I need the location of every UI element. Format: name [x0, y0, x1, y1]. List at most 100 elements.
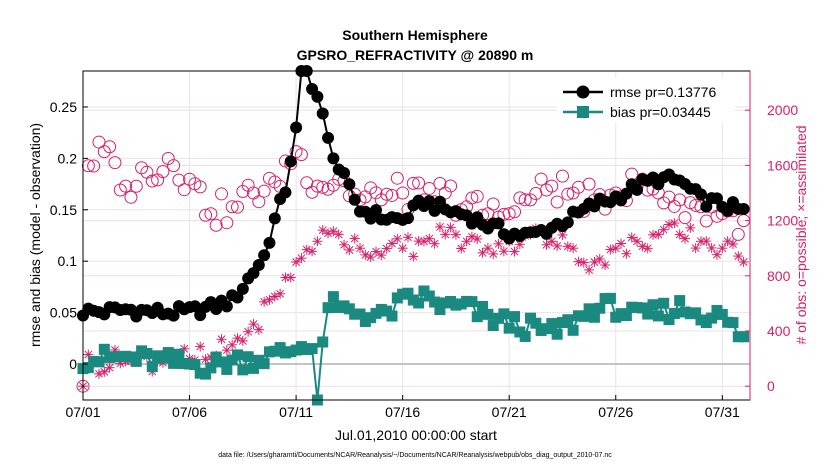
- asterisk-stroke: [670, 219, 679, 227]
- asterisk-stroke: [515, 240, 524, 249]
- bias-point: [98, 343, 110, 355]
- obs-assimilated-point: [717, 243, 728, 254]
- bias-point: [205, 362, 217, 374]
- obs-possible-point: [497, 207, 511, 221]
- x-tick-label: 07/26: [598, 404, 633, 420]
- asterisk-stroke: [435, 222, 444, 231]
- bias-point: [413, 297, 425, 309]
- obs-possible-point: [103, 140, 117, 154]
- asterisk-stroke: [483, 244, 492, 253]
- series-layer: [76, 65, 751, 406]
- obs-assimilated-point: [727, 238, 738, 249]
- bias-point: [482, 308, 494, 320]
- legend-rmse-label: rmse pr=0.13776: [610, 84, 716, 100]
- obs-assimilated-point: [275, 288, 286, 299]
- obs-possible-point: [465, 191, 479, 205]
- obs-assimilated-point: [344, 245, 355, 256]
- y2-tick-label: 800: [767, 268, 791, 284]
- bias-point: [242, 351, 254, 363]
- legend-rmse-marker: [576, 85, 590, 99]
- bias-point: [578, 310, 590, 322]
- y2-ticks: 0 400 800 1200 1600 2000: [745, 102, 798, 394]
- obs-assimilated-point: [307, 246, 318, 257]
- asterisk-stroke: [627, 233, 636, 242]
- rmse-point: [338, 166, 351, 179]
- obs-assimilated-point: [600, 259, 611, 270]
- obs-possible-point: [81, 159, 95, 173]
- rmse-point: [263, 236, 276, 249]
- obs-assimilated-point: [434, 221, 445, 232]
- asterisk-stroke: [446, 223, 455, 232]
- rmse-point: [252, 258, 265, 271]
- asterisk-stroke: [350, 234, 359, 243]
- data-file-footnote: data file: /Users/gharamti/Documents/NCA…: [218, 452, 612, 459]
- obs-possible-point: [161, 151, 175, 165]
- bias-point: [258, 358, 270, 370]
- obs-assimilated-point: [253, 324, 264, 335]
- chart-title: Southern Hemisphere: [342, 27, 488, 43]
- asterisk-stroke: [292, 258, 301, 266]
- bias-point: [546, 318, 558, 330]
- asterisk-stroke: [585, 265, 594, 274]
- asterisk-stroke: [686, 223, 695, 232]
- bias-point: [716, 308, 728, 320]
- obs-assimilated-point: [285, 272, 296, 283]
- bias-point: [173, 348, 185, 360]
- obs-possible-point: [678, 211, 692, 225]
- rmse-point: [620, 187, 633, 200]
- obs-possible-point: [209, 218, 223, 232]
- obs-assimilated-point: [227, 339, 238, 350]
- bias-point: [663, 314, 675, 326]
- obs-possible-point: [444, 179, 458, 193]
- obs-possible-point: [486, 197, 500, 211]
- asterisk-stroke: [430, 239, 439, 248]
- bias-point: [221, 363, 233, 375]
- bias-point: [509, 311, 521, 323]
- asterisk-stroke: [489, 249, 498, 258]
- asterisk-stroke: [356, 244, 364, 253]
- rmse-point: [290, 121, 303, 134]
- obs-possible-point: [582, 177, 596, 191]
- rmse-point: [401, 212, 414, 225]
- asterisk-stroke: [606, 245, 615, 254]
- asterisk-stroke: [542, 240, 551, 249]
- obs-possible-point: [502, 207, 516, 221]
- bias-point: [647, 299, 659, 311]
- obs-assimilated-point: [546, 236, 557, 247]
- asterisk-stroke: [675, 230, 684, 239]
- y2-tick-label: 1200: [767, 213, 798, 229]
- asterisk-stroke: [510, 247, 519, 256]
- x-tick-label: 07/06: [172, 404, 207, 420]
- bias-point: [93, 356, 105, 368]
- bias-point: [231, 349, 243, 361]
- obs-assimilated-point: [296, 253, 307, 264]
- obs-assimilated-point: [195, 341, 206, 352]
- x-tick-label: 07/16: [385, 404, 420, 420]
- rmse-point: [327, 152, 340, 165]
- asterisk-stroke: [425, 234, 434, 243]
- chart-subtitle: GPSRO_REFRACTIVITY @ 20890 m: [297, 47, 534, 63]
- rmse-point: [316, 107, 329, 120]
- y-tick-label: 0.2: [58, 150, 78, 166]
- y-tick-label: 0: [69, 356, 77, 372]
- obs-possible-point: [225, 200, 239, 214]
- obs-possible-point: [534, 172, 548, 186]
- bias-point: [386, 310, 398, 322]
- obs-assimilated-point: [722, 236, 733, 247]
- y-tick-label: 0.15: [50, 202, 77, 218]
- bias-point: [247, 362, 259, 374]
- rmse-point: [694, 188, 707, 201]
- asterisk-stroke: [681, 234, 689, 243]
- x-tick-label: 07/21: [492, 404, 527, 420]
- asterisk-stroke: [499, 247, 508, 256]
- asterisk-stroke: [643, 244, 652, 253]
- asterisk-stroke: [238, 336, 247, 345]
- x-tick-label: 07/11: [279, 404, 313, 420]
- asterisk-stroke: [334, 230, 343, 239]
- rmse-point: [268, 212, 281, 225]
- y2-tick-label: 2000: [767, 102, 798, 118]
- obs-possible-point: [390, 171, 404, 185]
- bias-point: [471, 311, 483, 323]
- obs-possible-point: [667, 199, 681, 213]
- asterisk-stroke: [308, 247, 317, 256]
